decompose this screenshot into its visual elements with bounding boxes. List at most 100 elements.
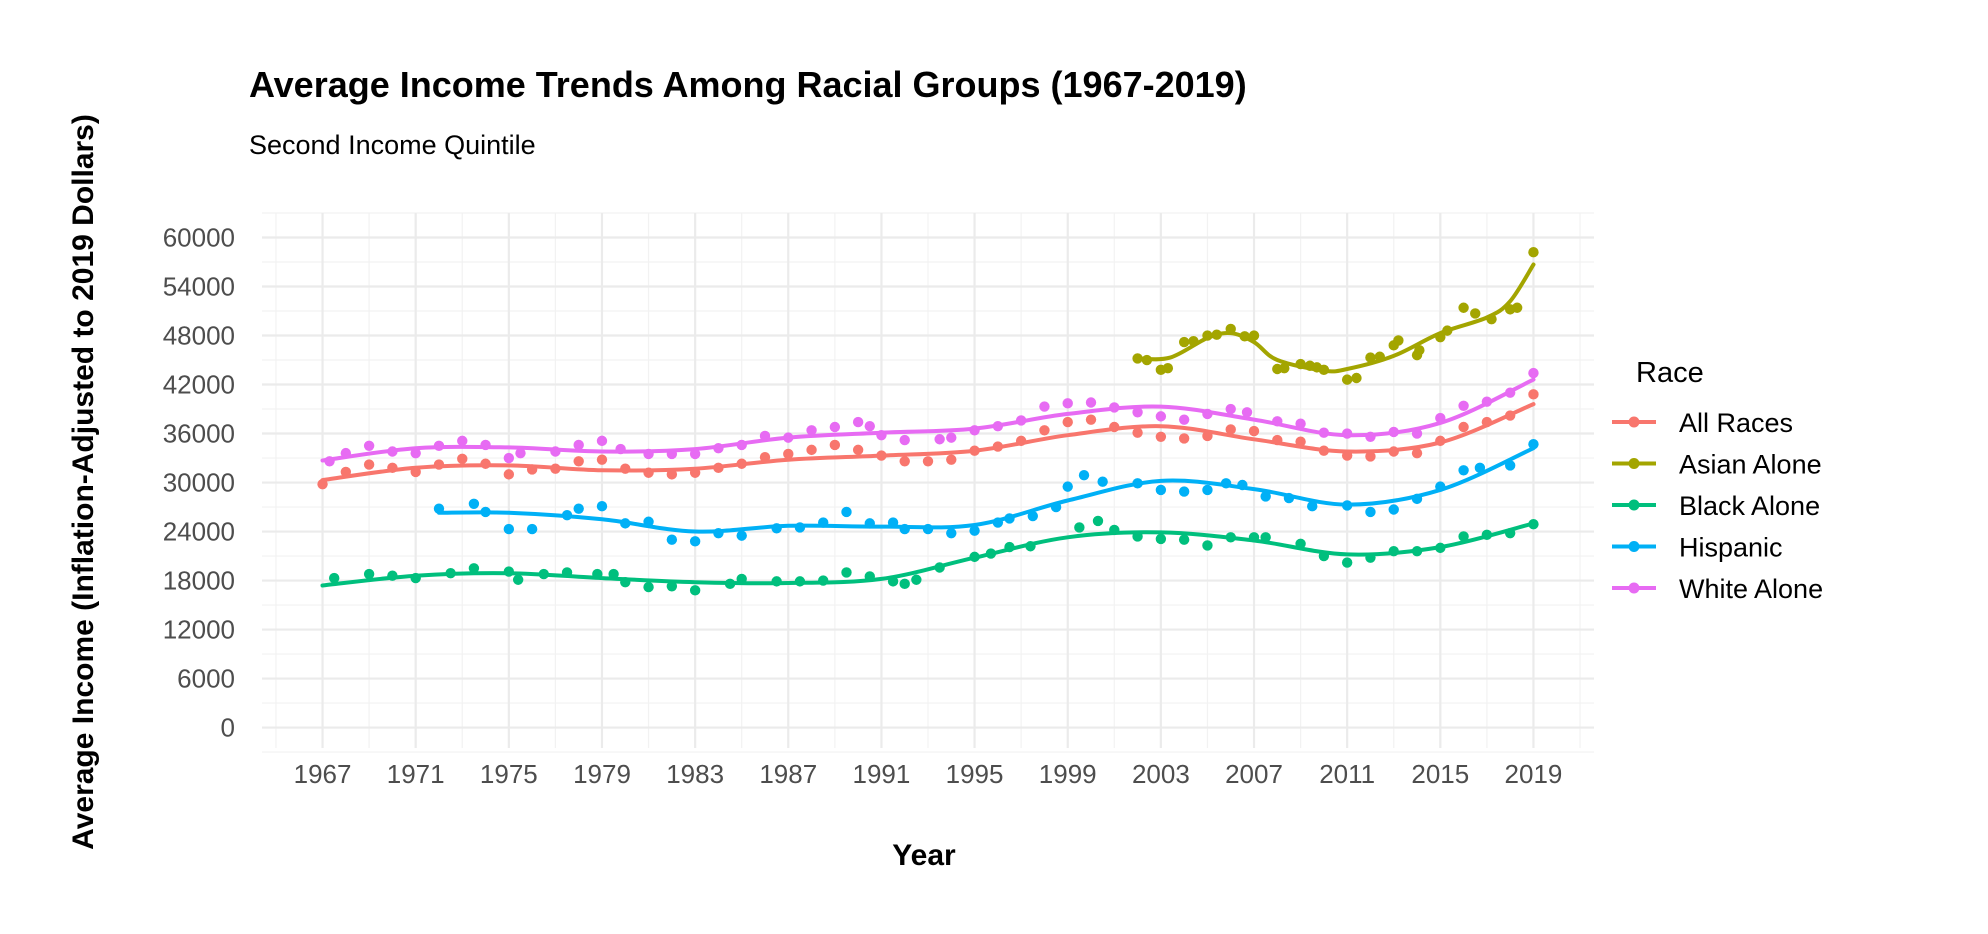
data-point-all-races (433, 459, 445, 470)
data-point-hispanic (713, 527, 724, 539)
data-point-black-alone (864, 571, 875, 582)
data-point-hispanic (1050, 501, 1062, 513)
data-point-all-races (317, 478, 328, 490)
data-point-all-races (550, 463, 561, 474)
data-point-black-alone (1225, 532, 1236, 543)
data-point-hispanic (1388, 504, 1399, 515)
data-point-hispanic (946, 527, 957, 539)
data-point-white-alone (759, 430, 771, 442)
data-point-white-alone (340, 447, 352, 459)
data-point-black-alone (736, 573, 747, 585)
data-point-asian-alone (1365, 352, 1376, 363)
data-point-asian-alone (1295, 358, 1306, 370)
data-point-all-races (363, 459, 375, 470)
data-point-hispanic (1365, 506, 1376, 518)
data-point-white-alone (1155, 411, 1167, 422)
data-point-asian-alone (1341, 374, 1353, 385)
y-tick-label: 30000 (163, 468, 235, 498)
data-point-black-alone (1435, 542, 1446, 554)
data-point-hispanic (1132, 478, 1143, 489)
legend-key-point (1628, 541, 1640, 552)
data-point-asian-alone (1318, 364, 1330, 376)
data-point-hispanic (864, 518, 875, 529)
data-point-white-alone (1225, 403, 1236, 415)
data-point-black-alone (1295, 538, 1306, 550)
data-point-white-alone (1435, 412, 1446, 424)
data-point-hispanic (922, 523, 934, 535)
data-point-white-alone (1504, 387, 1516, 398)
data-point-white-alone (783, 432, 794, 443)
data-point-hispanic (1220, 478, 1232, 489)
data-point-white-alone (363, 440, 375, 451)
data-point-hispanic (1528, 438, 1539, 450)
legend: Race All Races Asian Alone Black Alone Hisp… (1612, 357, 1823, 604)
data-point-asian-alone (1374, 351, 1385, 362)
data-point-white-alone (736, 439, 747, 451)
data-point-hispanic (1027, 510, 1038, 522)
data-point-hispanic (596, 501, 608, 512)
data-point-white-alone (1411, 428, 1423, 439)
data-point-black-alone (592, 568, 603, 580)
data-point-black-alone (1365, 552, 1376, 563)
data-point-black-alone (1528, 518, 1539, 530)
data-point-white-alone (324, 456, 335, 467)
data-point-white-alone (1458, 400, 1469, 411)
data-point-white-alone (1241, 407, 1253, 418)
data-point-all-races (666, 469, 678, 480)
data-point-white-alone (1528, 367, 1539, 379)
legend-key-point (1628, 458, 1640, 469)
data-point-black-alone (643, 581, 654, 593)
legend-label-asian-alone: Asian Alone (1679, 450, 1822, 480)
data-point-all-races (852, 444, 864, 456)
plot-grid (262, 212, 1594, 753)
y-tick-label: 18000 (163, 566, 235, 596)
data-point-all-races (829, 439, 841, 451)
data-point-black-alone (512, 574, 524, 585)
chart-subtitle: Second Income Quintile (249, 130, 536, 160)
data-point-black-alone (911, 574, 922, 585)
data-point-black-alone (620, 576, 631, 588)
data-point-black-alone (1248, 532, 1260, 543)
data-point-black-alone (724, 578, 736, 590)
legend-key-point (1628, 416, 1640, 428)
data-point-all-races (1411, 447, 1423, 459)
data-point-black-alone (1004, 541, 1015, 553)
data-point-black-alone (503, 566, 515, 577)
data-point-black-alone (887, 576, 899, 587)
data-point-black-alone (1178, 534, 1190, 545)
data-point-white-alone (503, 452, 515, 464)
data-point-hispanic (841, 506, 852, 518)
data-point-black-alone (1202, 540, 1213, 551)
data-point-white-alone (410, 447, 421, 459)
data-point-hispanic (1474, 462, 1486, 474)
legend-label-all-races: All Races (1679, 408, 1793, 438)
data-point-all-races (713, 462, 724, 474)
data-point-white-alone (1202, 408, 1213, 420)
data-point-all-races (1178, 433, 1190, 444)
data-point-hispanic (1155, 484, 1167, 496)
data-point-hispanic (1411, 493, 1423, 505)
data-point-black-alone (363, 568, 375, 580)
data-point-white-alone (666, 448, 678, 460)
x-tick-label: 1975 (480, 759, 538, 789)
data-point-all-races (410, 466, 421, 478)
data-point-asian-alone (1435, 331, 1446, 343)
data-point-hispanic (969, 525, 980, 536)
data-point-hispanic (736, 530, 747, 541)
data-point-asian-alone (1511, 302, 1523, 313)
data-point-asian-alone (1486, 313, 1497, 325)
data-point-hispanic (1097, 476, 1108, 487)
data-point-asian-alone (1178, 336, 1190, 348)
data-point-hispanic (1202, 484, 1213, 496)
data-point-asian-alone (1414, 345, 1425, 356)
data-point-white-alone (615, 443, 626, 455)
data-point-black-alone (666, 581, 678, 592)
data-point-all-races (1504, 410, 1516, 421)
data-point-hispanic (1237, 479, 1248, 491)
data-point-white-alone (550, 446, 561, 457)
data-point-white-alone (1295, 418, 1306, 429)
data-point-asian-alone (1202, 330, 1213, 341)
data-point-white-alone (1109, 402, 1120, 413)
data-point-black-alone (689, 585, 701, 596)
data-point-white-alone (713, 443, 724, 454)
